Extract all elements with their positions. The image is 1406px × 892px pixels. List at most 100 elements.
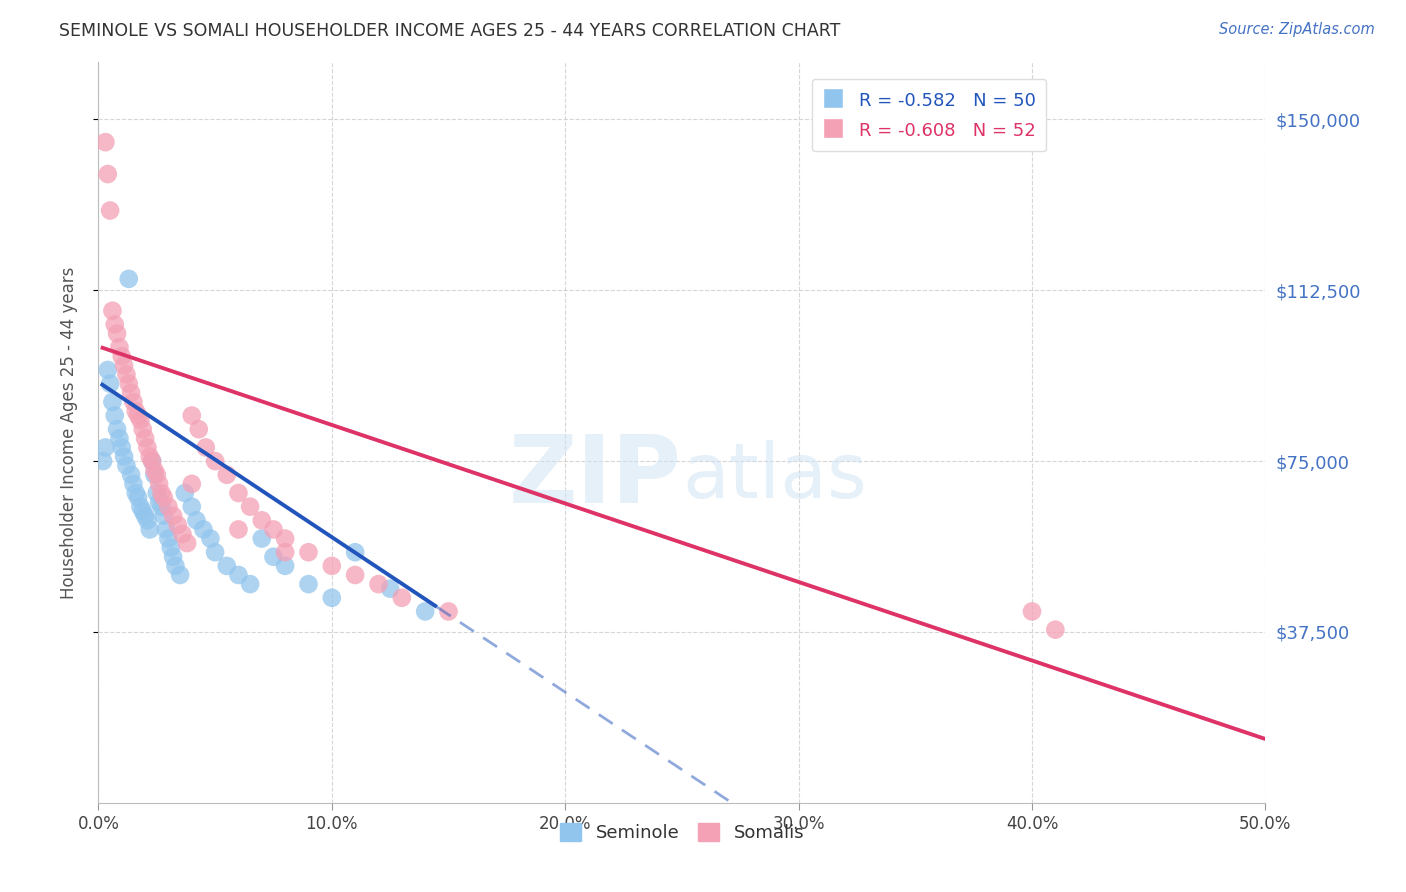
Point xyxy=(344,568,367,582)
Point xyxy=(215,558,238,573)
Point xyxy=(274,545,297,559)
Point xyxy=(180,500,202,514)
Point xyxy=(134,431,156,445)
Point xyxy=(157,532,180,546)
Point xyxy=(1045,623,1067,637)
Point xyxy=(239,500,262,514)
Point xyxy=(101,395,124,409)
Point xyxy=(104,318,127,332)
Point xyxy=(101,303,124,318)
Point xyxy=(228,486,250,500)
Point xyxy=(134,508,156,523)
Point xyxy=(162,508,184,523)
Point xyxy=(228,523,250,537)
Point xyxy=(122,476,145,491)
Point xyxy=(150,500,173,514)
Point xyxy=(297,545,319,559)
Point xyxy=(250,513,273,527)
Point xyxy=(120,385,142,400)
Point xyxy=(97,167,120,181)
Point xyxy=(115,458,138,473)
Point xyxy=(321,591,343,605)
Point xyxy=(262,523,284,537)
Text: ZIP: ZIP xyxy=(509,431,682,523)
Point xyxy=(141,454,163,468)
Point xyxy=(187,422,209,436)
Point xyxy=(94,135,117,149)
Point xyxy=(143,467,166,482)
Point xyxy=(115,368,138,382)
Point xyxy=(108,431,131,445)
Point xyxy=(97,363,120,377)
Point xyxy=(94,441,117,455)
Point xyxy=(112,359,135,373)
Point xyxy=(122,395,145,409)
Point xyxy=(152,508,174,523)
Point xyxy=(157,500,180,514)
Point xyxy=(250,532,273,546)
Point xyxy=(180,409,202,423)
Point xyxy=(129,413,152,427)
Point xyxy=(104,409,127,423)
Point xyxy=(127,409,149,423)
Point xyxy=(150,486,173,500)
Point xyxy=(437,604,460,618)
Point xyxy=(193,523,215,537)
Legend: Seminole, Somalis: Seminole, Somalis xyxy=(553,815,811,849)
Point xyxy=(172,527,194,541)
Point xyxy=(155,523,177,537)
Point xyxy=(146,467,169,482)
Point xyxy=(166,517,188,532)
Point xyxy=(111,349,134,363)
Point xyxy=(165,558,187,573)
Point xyxy=(148,476,170,491)
Point xyxy=(98,376,121,391)
Point xyxy=(129,500,152,514)
Point xyxy=(141,454,163,468)
Point xyxy=(132,504,155,518)
Point xyxy=(215,467,238,482)
Point xyxy=(91,454,114,468)
Point xyxy=(98,203,121,218)
Point xyxy=(262,549,284,564)
Point xyxy=(180,476,202,491)
Point xyxy=(204,545,226,559)
Point xyxy=(169,568,191,582)
Point xyxy=(136,441,159,455)
Point xyxy=(274,558,297,573)
Point xyxy=(321,558,343,573)
Point xyxy=(146,486,169,500)
Point xyxy=(194,441,217,455)
Point xyxy=(1021,604,1043,618)
Point xyxy=(139,523,162,537)
Text: SEMINOLE VS SOMALI HOUSEHOLDER INCOME AGES 25 - 44 YEARS CORRELATION CHART: SEMINOLE VS SOMALI HOUSEHOLDER INCOME AG… xyxy=(59,22,841,40)
Y-axis label: Householder Income Ages 25 - 44 years: Householder Income Ages 25 - 44 years xyxy=(59,267,77,599)
Point xyxy=(204,454,226,468)
Point xyxy=(297,577,319,591)
Point xyxy=(274,532,297,546)
Point xyxy=(139,450,162,464)
Point xyxy=(105,422,128,436)
Point xyxy=(108,340,131,354)
Point xyxy=(159,541,181,555)
Point xyxy=(118,376,141,391)
Point xyxy=(413,604,436,618)
Point xyxy=(132,422,155,436)
Point xyxy=(148,495,170,509)
Point xyxy=(127,491,149,505)
Point xyxy=(118,272,141,286)
Point xyxy=(239,577,262,591)
Point xyxy=(367,577,389,591)
Point xyxy=(344,545,367,559)
Point xyxy=(162,549,184,564)
Point xyxy=(120,467,142,482)
Point xyxy=(111,441,134,455)
Point xyxy=(125,486,148,500)
Point xyxy=(152,491,174,505)
Point xyxy=(228,568,250,582)
Point xyxy=(186,513,208,527)
Point xyxy=(136,513,159,527)
Point xyxy=(200,532,222,546)
Text: atlas: atlas xyxy=(682,440,866,514)
Text: Source: ZipAtlas.com: Source: ZipAtlas.com xyxy=(1219,22,1375,37)
